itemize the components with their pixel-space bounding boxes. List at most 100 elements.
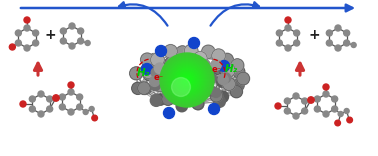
Circle shape (335, 120, 341, 126)
Circle shape (164, 45, 177, 58)
Circle shape (200, 72, 211, 82)
Circle shape (200, 60, 210, 70)
Circle shape (207, 73, 216, 83)
Circle shape (344, 109, 349, 114)
Circle shape (155, 94, 166, 105)
Circle shape (130, 67, 143, 79)
Circle shape (143, 69, 155, 81)
Circle shape (170, 66, 181, 77)
Circle shape (179, 72, 195, 88)
Circle shape (77, 38, 84, 44)
Circle shape (200, 62, 213, 76)
Circle shape (211, 88, 221, 98)
Circle shape (150, 95, 162, 106)
Text: +: + (44, 28, 56, 42)
Circle shape (68, 82, 74, 88)
Circle shape (171, 64, 203, 96)
Circle shape (275, 103, 281, 109)
Circle shape (167, 77, 177, 86)
Circle shape (184, 44, 198, 58)
Circle shape (232, 66, 245, 78)
Circle shape (285, 17, 291, 23)
Circle shape (220, 53, 233, 66)
Circle shape (167, 57, 178, 67)
Circle shape (168, 61, 206, 99)
Circle shape (192, 98, 204, 110)
Circle shape (335, 45, 341, 51)
Circle shape (214, 96, 225, 107)
Circle shape (85, 41, 90, 46)
Circle shape (150, 76, 160, 86)
Circle shape (184, 77, 190, 83)
Circle shape (176, 69, 198, 91)
Circle shape (139, 83, 151, 94)
Circle shape (141, 63, 152, 75)
Circle shape (183, 94, 192, 103)
Circle shape (162, 55, 212, 105)
Circle shape (168, 57, 182, 71)
Circle shape (210, 90, 223, 102)
Circle shape (161, 54, 213, 106)
Circle shape (69, 23, 75, 29)
Circle shape (232, 79, 244, 91)
Circle shape (276, 30, 282, 36)
Circle shape (323, 111, 329, 117)
Circle shape (150, 81, 160, 91)
Circle shape (180, 88, 193, 100)
Circle shape (230, 85, 242, 98)
Circle shape (77, 28, 84, 34)
Circle shape (222, 64, 235, 77)
Circle shape (59, 104, 65, 110)
Circle shape (197, 77, 210, 90)
Circle shape (338, 112, 343, 117)
Circle shape (314, 106, 320, 112)
Circle shape (89, 107, 94, 112)
Circle shape (323, 84, 329, 90)
Circle shape (189, 37, 200, 49)
Circle shape (180, 73, 194, 87)
Circle shape (351, 42, 356, 47)
Circle shape (162, 93, 174, 105)
Circle shape (335, 25, 341, 31)
Circle shape (59, 94, 65, 100)
Circle shape (60, 38, 67, 44)
Circle shape (68, 109, 74, 115)
Circle shape (183, 76, 191, 84)
Circle shape (33, 30, 39, 36)
Circle shape (195, 52, 208, 64)
Circle shape (332, 106, 338, 112)
Circle shape (163, 56, 211, 104)
Circle shape (60, 28, 67, 34)
Circle shape (221, 73, 231, 83)
Circle shape (172, 65, 202, 95)
Circle shape (173, 66, 201, 94)
Circle shape (77, 104, 83, 110)
Circle shape (284, 108, 290, 114)
Circle shape (201, 45, 215, 58)
Circle shape (68, 89, 74, 95)
Circle shape (164, 57, 210, 103)
Circle shape (77, 94, 83, 100)
Circle shape (344, 30, 350, 36)
Circle shape (175, 68, 199, 92)
Circle shape (166, 59, 208, 101)
Circle shape (24, 45, 30, 51)
Circle shape (38, 91, 44, 97)
Circle shape (164, 57, 177, 69)
Circle shape (172, 70, 186, 83)
Circle shape (218, 74, 228, 85)
Circle shape (347, 117, 352, 123)
Circle shape (29, 106, 35, 112)
Circle shape (285, 45, 291, 51)
Circle shape (178, 71, 196, 89)
Circle shape (344, 40, 350, 46)
Circle shape (332, 96, 338, 102)
Circle shape (293, 93, 299, 99)
Circle shape (181, 74, 193, 86)
Circle shape (185, 78, 189, 82)
Circle shape (193, 99, 204, 110)
Circle shape (150, 53, 164, 67)
Circle shape (24, 17, 30, 23)
Circle shape (169, 62, 205, 98)
Circle shape (209, 103, 220, 115)
